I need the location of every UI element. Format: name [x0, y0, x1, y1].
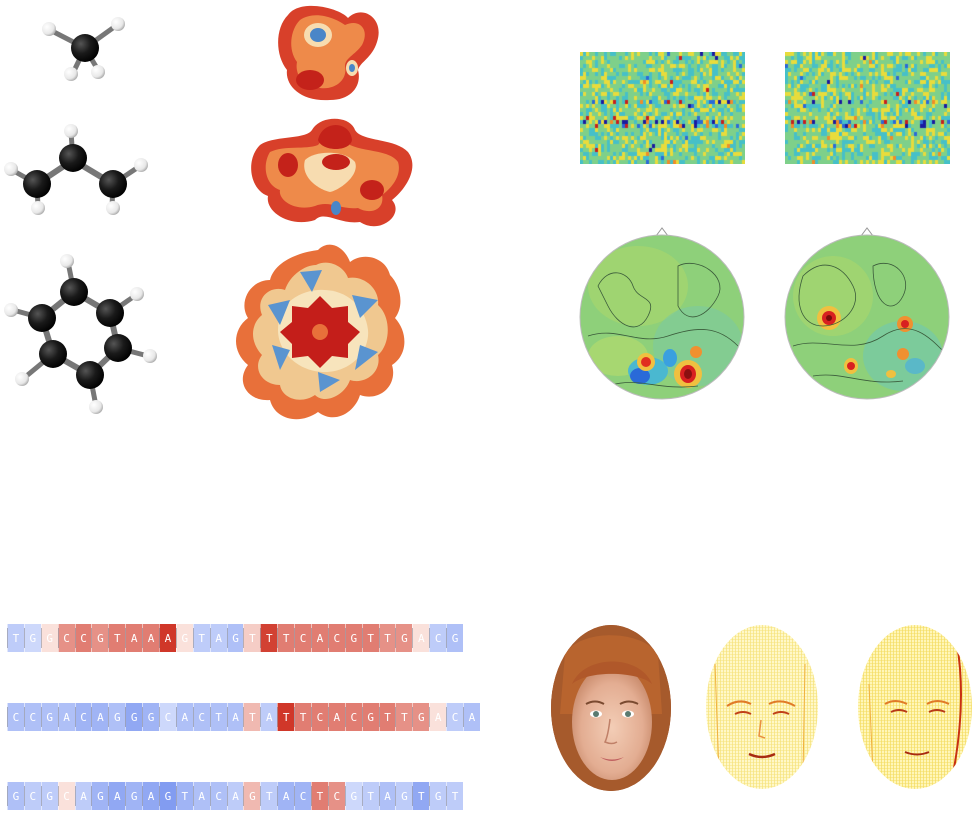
sequence-cell: T	[260, 624, 278, 652]
sequence-cell: T	[395, 703, 413, 731]
sequence-cell: A	[108, 782, 126, 810]
sequence-cell: T	[378, 703, 396, 731]
sequence-cell: T	[192, 624, 210, 652]
sequence-cell: G	[40, 703, 58, 731]
sequence-cell: G	[243, 782, 261, 810]
sequence-cell: A	[192, 782, 210, 810]
chain-model	[4, 124, 148, 215]
sequence-cell: C	[429, 624, 447, 652]
face-photo	[550, 624, 672, 792]
sequence-cell: C	[159, 703, 176, 731]
sequence-cell: T	[277, 703, 295, 731]
sequence-cell: C	[294, 782, 312, 810]
sequence-cell: A	[142, 782, 160, 810]
topomap-right	[783, 226, 951, 400]
sequence-cell: A	[429, 703, 447, 731]
sequence-cell: T	[243, 624, 261, 652]
sequence-cell: G	[108, 703, 126, 731]
sequence-cell: C	[23, 782, 41, 810]
sequence-cell: G	[175, 624, 193, 652]
sequence-cell: G	[91, 782, 109, 810]
sequence-cell: T	[311, 782, 328, 810]
sequence-cell: G	[40, 782, 58, 810]
sequence-cell: A	[226, 703, 244, 731]
sequence-cell: C	[446, 703, 464, 731]
sequence-cell: G	[344, 782, 362, 810]
sequence-cell: C	[74, 703, 92, 731]
sequence-cell: G	[361, 703, 379, 731]
sequence-cell: C	[209, 782, 227, 810]
sequence-cell: G	[395, 782, 413, 810]
topomap-left	[578, 226, 746, 400]
sequence-cell: A	[327, 703, 345, 731]
sequence-cell: G	[91, 624, 109, 652]
sequence-cell: A	[277, 782, 295, 810]
sequence-cell: G	[446, 624, 464, 652]
sequence-cell: C	[327, 624, 345, 652]
sequence-cell: A	[159, 624, 176, 652]
sequence-cell: T	[277, 624, 295, 652]
sequence-cell: C	[7, 703, 24, 731]
sequence-cell: C	[57, 782, 75, 810]
sequence-cell: A	[412, 624, 430, 652]
sequence-cell: T	[175, 782, 193, 810]
sequence-cell: A	[209, 624, 227, 652]
sequence-cell: T	[446, 782, 464, 810]
sequence-cell: G	[40, 624, 58, 652]
sequence-cell: C	[344, 703, 362, 731]
face-saliency-2	[857, 624, 973, 790]
sequence-cell: A	[91, 703, 109, 731]
sequence-cell: T	[294, 703, 312, 731]
methane-surface	[278, 5, 379, 101]
methane-model	[42, 17, 125, 81]
sequence-cell: A	[175, 703, 193, 731]
sequence-cell: T	[260, 782, 278, 810]
sequence-cell: A	[142, 624, 160, 652]
sequence-cell: A	[463, 703, 480, 731]
sequence-cell: G	[7, 782, 24, 810]
sequence-cell: T	[412, 782, 430, 810]
sequence-cell: A	[260, 703, 278, 731]
sequence-cell: A	[57, 703, 75, 731]
sequence-cell: C	[327, 782, 345, 810]
heatmap-right	[785, 52, 950, 164]
sequence-cell: T	[378, 624, 396, 652]
sequence-cell: G	[159, 782, 176, 810]
sequence-cell: G	[344, 624, 362, 652]
chain-surface	[251, 118, 413, 227]
sequence-cell: C	[57, 624, 75, 652]
sequence-cell: G	[395, 624, 413, 652]
sequence-cell: G	[226, 624, 244, 652]
sequence-cell: T	[108, 624, 126, 652]
sequence-cell: G	[429, 782, 447, 810]
heatmap-left	[580, 52, 745, 164]
sequence-cell: C	[311, 703, 328, 731]
sequence-cell: T	[361, 782, 379, 810]
sequence-cell: C	[23, 703, 41, 731]
face-saliency-1	[705, 624, 819, 790]
sequence-cell: T	[243, 703, 261, 731]
sequence-cell: C	[294, 624, 312, 652]
molecule-panel	[4, 5, 413, 420]
benzene-surface	[236, 244, 405, 420]
sequence-cell: G	[125, 703, 143, 731]
sequence-cell: A	[125, 624, 143, 652]
sequence-cell: C	[74, 624, 92, 652]
sequence-cell: A	[74, 782, 92, 810]
sequence-cell: A	[226, 782, 244, 810]
sequence-cell: G	[142, 703, 160, 731]
benzene-model	[4, 254, 157, 414]
sequence-cell: A	[311, 624, 328, 652]
sequence-cell: A	[378, 782, 396, 810]
sequence-cell: G	[23, 624, 41, 652]
sequence-cell: T	[7, 624, 24, 652]
sequence-cell: C	[192, 703, 210, 731]
sequence-cell: G	[125, 782, 143, 810]
sequence-cell: T	[209, 703, 227, 731]
sequence-cell: T	[361, 624, 379, 652]
sequence-cell: G	[412, 703, 430, 731]
